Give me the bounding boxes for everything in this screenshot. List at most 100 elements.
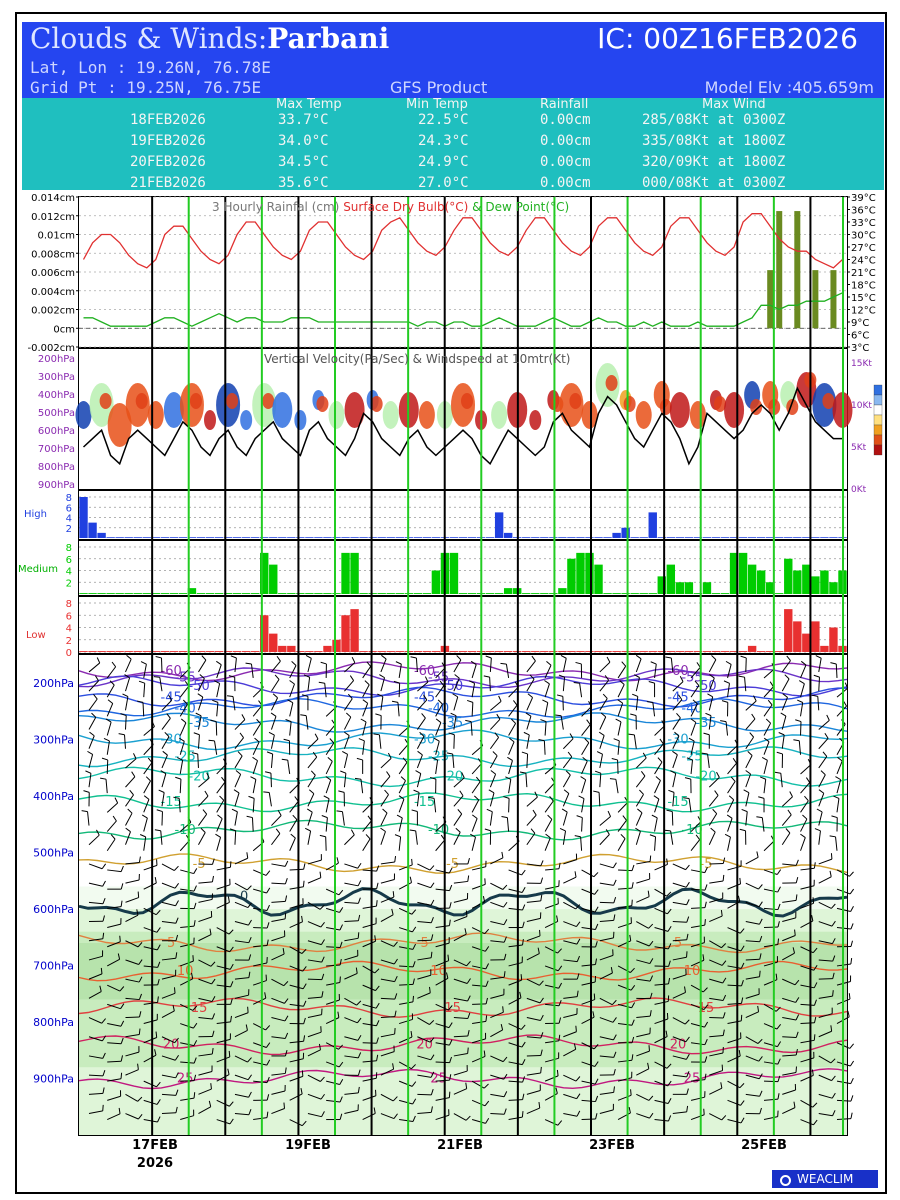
wind-barb [782, 947, 795, 961]
wind-barb [727, 860, 742, 871]
wind-barb-feather [813, 964, 818, 971]
wind-barb-staff [344, 997, 357, 1006]
medium-cloud-bar [711, 593, 721, 594]
wind-barb-feather [668, 1115, 672, 1122]
wind-barb [649, 834, 657, 851]
wind-barb [435, 1056, 452, 1064]
wind-barb [143, 961, 161, 968]
wind-barb [416, 731, 425, 749]
wind-barb [88, 863, 107, 870]
wind-barb-staff [618, 869, 633, 872]
wind-barb-feather [449, 902, 452, 909]
high-cloud-bar [675, 537, 685, 538]
wind-barb-feather [830, 903, 836, 909]
wind-barb-feather [730, 776, 736, 782]
medium-cloud-bar [738, 552, 748, 594]
wind-barb-staff [818, 940, 833, 945]
wind-barb-staff [617, 838, 626, 851]
wind-barb [228, 675, 236, 692]
wind-barb-staff [782, 1107, 796, 1114]
wind-barb [668, 789, 675, 807]
wind-barb-feather [365, 834, 371, 840]
wind-barb-feather [320, 939, 325, 945]
wind-barb [581, 1113, 598, 1121]
wind-barb-staff [179, 978, 193, 986]
wind-barb-staff [143, 1001, 158, 1005]
wind-barb-staff [544, 1057, 559, 1063]
level-label: 500hPa [38, 408, 75, 419]
wind-barb-staff [143, 882, 157, 890]
wind-barb-feather [465, 1115, 471, 1121]
medium-cloud-bar [341, 552, 350, 594]
wind-barb-staff [727, 1119, 742, 1124]
wind-barb [380, 1028, 396, 1038]
wind-barb-staff [562, 774, 571, 788]
level-label: 500hPa [33, 847, 74, 860]
wind-barb-feather [711, 655, 717, 660]
high-cloud-bar [395, 537, 404, 538]
wind-barb [815, 655, 822, 673]
wind-barb-feather [720, 1082, 723, 1089]
wind-barb-staff [508, 869, 522, 876]
wind-barb [526, 1102, 541, 1115]
wind-barb-staff [326, 927, 341, 931]
wind-barb-feather [465, 1082, 468, 1089]
low-cloud-bar [305, 651, 314, 652]
wind-barb [666, 809, 674, 826]
wind-barb-feather [157, 978, 160, 986]
wind-barb [362, 661, 372, 679]
wind-barb-staff [380, 812, 388, 826]
wind-barb-staff [763, 741, 770, 755]
wind-barb-feather [291, 661, 297, 666]
wind-barb-staff [88, 773, 92, 788]
wind-barb [118, 733, 126, 749]
wind-barb-feather [777, 1093, 780, 1100]
wind-barb-feather [716, 771, 720, 778]
wind-barb-staff [125, 776, 136, 788]
wind-barb [743, 789, 750, 807]
wind-barb-staff [490, 882, 504, 890]
wind-barb [709, 874, 725, 884]
high-cloud-bar [693, 537, 703, 538]
medium-cloud-bar [106, 593, 115, 594]
wind-barb-feather [430, 1106, 433, 1113]
wind-barb [398, 795, 405, 813]
wind-barb-staff [818, 719, 830, 730]
wind-barb-feather [555, 1087, 558, 1094]
wind-barb-feather [421, 713, 426, 719]
wind-barb-staff [707, 753, 710, 769]
wind-barb [544, 897, 559, 909]
contour-label: 25 [177, 1072, 194, 1087]
wind-barb [818, 1092, 836, 1099]
wind-barb-staff [435, 977, 449, 986]
wind-barb [198, 1065, 213, 1076]
medium-cloud-bar [377, 593, 386, 594]
wind-barb-feather [830, 662, 837, 665]
wind-barb [125, 909, 139, 922]
wind-barb-staff [654, 743, 664, 756]
wind-barb [526, 997, 544, 1004]
wind-barb [125, 891, 140, 903]
wind-barb [800, 1034, 816, 1044]
low-cloud-bar [214, 651, 224, 652]
wind-barb-feather [191, 752, 198, 755]
wind-barb [654, 926, 672, 932]
wind-barb-staff [198, 813, 208, 826]
wind-barb [307, 751, 318, 769]
wind-barb-staff [253, 945, 268, 948]
wind-barb [344, 1104, 359, 1115]
wind-barb-feather [120, 1020, 125, 1027]
wind-barb-feather [415, 770, 422, 774]
low-cloud-bar [79, 651, 88, 652]
wind-barb [435, 1074, 452, 1082]
high-cloud-label: High [24, 509, 47, 520]
wind-barb [818, 770, 826, 788]
wind-barb [599, 693, 608, 711]
wind-barb-feather [505, 776, 512, 780]
wind-barb [617, 899, 633, 909]
wind-barb-staff [125, 1069, 139, 1076]
wind-barb-feather [811, 915, 814, 922]
wind-barb-staff [234, 940, 249, 944]
wind-barb [526, 693, 534, 711]
wind-barb-feather [739, 1083, 745, 1089]
